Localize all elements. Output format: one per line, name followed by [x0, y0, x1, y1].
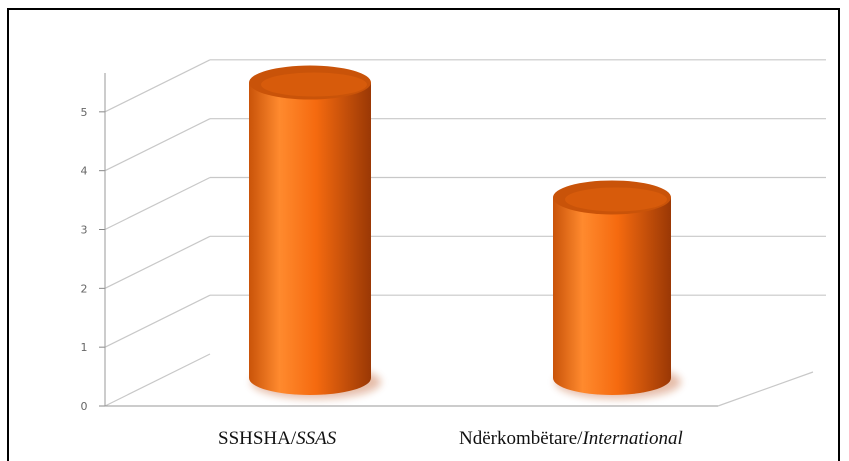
- y-tick-label: 5: [81, 106, 88, 119]
- y-tick-label: 4: [81, 165, 88, 178]
- y-tick-label: 2: [81, 282, 88, 295]
- bar: [249, 65, 381, 399]
- x-category-label: SSHSHA/SSAS: [218, 428, 337, 449]
- y-tick-label: 1: [81, 341, 88, 354]
- bars: [249, 65, 681, 399]
- gridline-depth: [104, 118, 211, 172]
- gridline-depth: [104, 176, 211, 231]
- y-tick-label: 3: [81, 224, 88, 237]
- bar: [553, 180, 681, 399]
- x-category-label: Ndërkombëtare/International: [459, 428, 683, 449]
- y-axis: 0 1 2 3 4 5: [81, 73, 814, 413]
- gridlines: [104, 59, 826, 407]
- y-tick-label: 0: [81, 400, 88, 413]
- gridline-depth: [104, 353, 211, 407]
- floor-edge: [717, 371, 814, 407]
- gridline-depth: [104, 59, 211, 113]
- gridline-depth: [104, 235, 211, 289]
- gridline-depth: [104, 294, 211, 348]
